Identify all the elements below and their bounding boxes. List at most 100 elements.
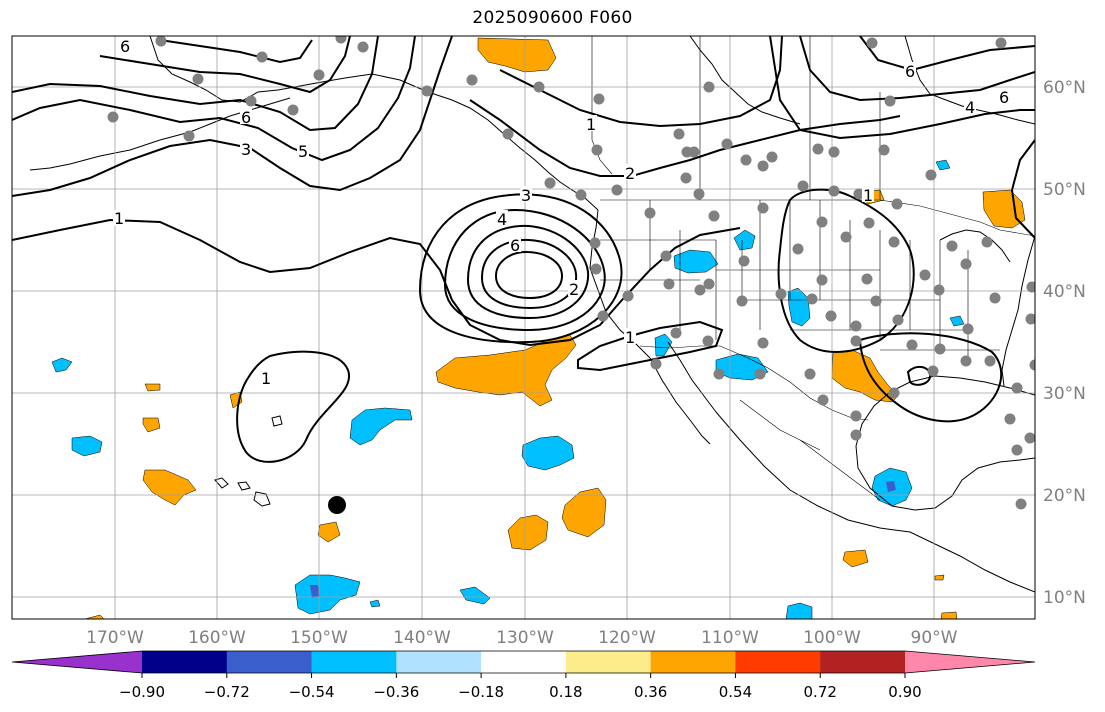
shade-pos-mexico-west-1 <box>507 514 549 551</box>
lon-label: 100°W <box>803 628 861 648</box>
contour-low-outer <box>418 193 623 344</box>
shade-neg-west-1 <box>71 435 103 457</box>
shade-neg-west-2 <box>51 357 73 373</box>
graticule <box>12 36 1035 619</box>
lon-label: 150°W <box>290 628 348 648</box>
contour-label: 3 <box>521 186 531 205</box>
border-canada-provinces <box>699 36 881 200</box>
shade-neg-florida <box>949 315 965 327</box>
black-dot-marker <box>328 496 346 514</box>
contour-label: 1 <box>625 328 635 347</box>
lat-label: 20°N <box>1043 486 1086 506</box>
shade-neg-bottom <box>785 602 813 619</box>
coast-mexico-west <box>715 411 1035 593</box>
coast-great-lakes <box>939 229 1011 263</box>
lat-label: 40°N <box>1043 282 1086 302</box>
contour-label: 2 <box>625 164 635 183</box>
colorbar-tick-label: −0.36 <box>373 683 419 701</box>
border-states-h <box>600 239 1000 351</box>
colorbar-segment <box>396 651 482 673</box>
coast-east <box>1001 235 1035 387</box>
contour-7-north <box>99 36 351 94</box>
coast-hawaii-3 <box>253 491 271 507</box>
shade-pos-small-4 <box>317 521 341 543</box>
station-dots <box>107 36 1035 510</box>
colorbar-tick-label: 0.36 <box>634 683 667 701</box>
map-title: 2025090600 F060 <box>472 8 633 28</box>
lon-label: 170°W <box>86 628 144 648</box>
contour-label: 4 <box>497 210 507 229</box>
contour-1-plains <box>777 188 915 353</box>
colorbar-extend-low <box>12 651 142 673</box>
shade-neg-tiny <box>369 599 381 608</box>
strong-negative-shaded-areas <box>310 481 896 598</box>
contour-low-6 <box>494 250 564 300</box>
colorbar-tick-label: −0.18 <box>458 683 504 701</box>
coast-canada-north <box>689 36 801 125</box>
shade-strong-neg-mexico <box>886 481 896 492</box>
contour-2-west-us <box>469 99 901 177</box>
contour-label: 2 <box>569 280 579 299</box>
colorbar-segment <box>311 651 397 673</box>
contour-label: 4 <box>965 98 975 117</box>
colorbar-tick-label: 0.90 <box>888 683 921 701</box>
contour-6-aleutian <box>12 36 379 132</box>
contour-label: 1 <box>261 369 271 388</box>
contour-7-canada <box>859 36 1035 72</box>
contour-label: 1 <box>586 115 596 134</box>
contour-label: 6 <box>120 37 130 56</box>
shade-neg-canada <box>935 159 951 171</box>
colorbar-tick-label: 0.72 <box>804 683 837 701</box>
shade-neg-small-south <box>459 586 491 605</box>
colorbar-segment <box>735 651 821 673</box>
contour-4-canada <box>769 36 1035 140</box>
border-us-mexico <box>639 345 869 421</box>
lon-label: 130°W <box>496 628 554 648</box>
shade-neg-arizona <box>654 333 673 357</box>
contour-1-texas <box>858 332 1003 423</box>
colorbar-tick-label: −0.90 <box>119 683 165 701</box>
coast-hawaii-1 <box>214 477 229 489</box>
coastlines <box>29 36 1035 593</box>
contour-label: 5 <box>298 142 308 161</box>
colorbar-segment <box>226 651 313 673</box>
coast-baja <box>649 357 711 445</box>
contour-label: 3 <box>241 140 251 159</box>
contour-labels: 1 3 5 6 6 1 2 3 4 6 2 1 1 1 <box>113 37 1010 388</box>
coast-aleutians <box>29 97 291 171</box>
colorbar-tick-label: −0.72 <box>204 683 250 701</box>
contour-label: 6 <box>999 88 1009 107</box>
coast-alaska <box>149 36 599 211</box>
shade-pos-small-2 <box>144 383 161 392</box>
shade-neg-colorado <box>733 229 756 251</box>
border-us-canada <box>600 199 1035 237</box>
shade-pos-tiny-3 <box>84 614 105 619</box>
latitude-labels: 60°N 50°N 40°N 30°N 20°N 10°N <box>1043 78 1086 608</box>
colorbar-tick-label: 0.54 <box>719 683 752 701</box>
shade-pos-hawaii-west <box>142 469 197 506</box>
height-contours <box>12 36 1035 463</box>
contour-low-4 <box>466 224 590 320</box>
shade-pos-mexico-small <box>842 549 869 568</box>
contour-5-aleutian <box>12 36 416 162</box>
contour-1-pacific-island <box>236 350 351 463</box>
coast-hawaii-4 <box>271 415 283 427</box>
shade-neg-central-pacific <box>349 407 413 446</box>
contour-low-5 <box>480 238 578 310</box>
contour-label: 6 <box>905 62 915 81</box>
colorbar-segment <box>650 651 736 673</box>
shade-pos-mexico-west-2 <box>561 487 607 538</box>
shade-pos-tiny-2 <box>940 611 958 619</box>
contour-label: 6 <box>510 236 520 255</box>
lon-label: 160°W <box>188 628 246 648</box>
lon-label: 120°W <box>598 628 656 648</box>
colorbar-segment <box>481 651 567 673</box>
shade-pos-small-1 <box>142 417 161 433</box>
lon-label: 140°W <box>393 628 451 648</box>
contour-6-canada <box>799 36 1035 102</box>
shade-pos-baja <box>435 334 577 407</box>
lat-label: 30°N <box>1043 384 1086 404</box>
lat-label: 10°N <box>1043 588 1086 608</box>
lat-label: 50°N <box>1043 180 1086 200</box>
